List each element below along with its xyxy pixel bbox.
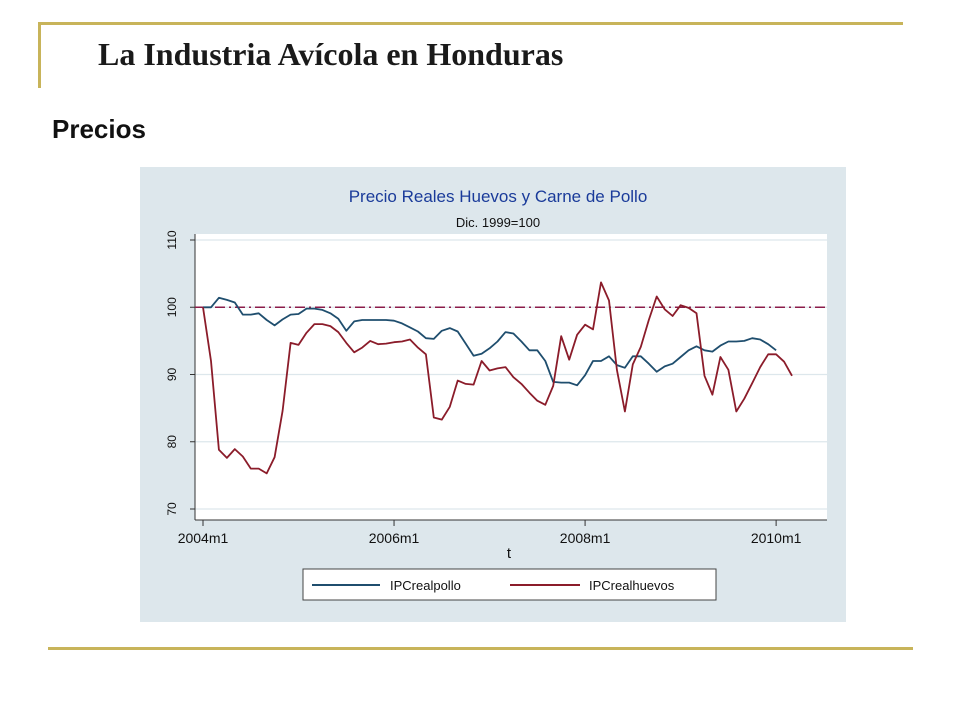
legend-label-pollo: IPCrealpollo	[390, 578, 461, 593]
series-line-ipcrealhuevos	[202, 281, 793, 475]
top-horizontal-rule	[38, 22, 903, 25]
slide-title: La Industria Avícola en Honduras	[98, 36, 564, 72]
plot-area	[195, 234, 827, 520]
series-line-ipcrealpollo	[203, 296, 777, 387]
x-tick-label: 2006m1	[369, 530, 420, 546]
y-tick-label: 80	[165, 435, 179, 449]
chart-container: Precio Reales Huevos y Carne de Pollo Di…	[140, 167, 846, 622]
x-tick-label: 2004m1	[178, 530, 229, 546]
chart-subtitle: Dic. 1999=100	[456, 215, 540, 230]
y-tick-label: 100	[165, 297, 179, 317]
y-tick-label: 90	[165, 368, 179, 382]
price-chart: Precio Reales Huevos y Carne de Pollo Di…	[140, 167, 846, 622]
x-tick-label: 2008m1	[560, 530, 611, 546]
x-axis-label: t	[507, 545, 512, 562]
y-tick-label: 70	[165, 502, 179, 516]
chart-title: Precio Reales Huevos y Carne de Pollo	[349, 187, 648, 206]
legend-label-huevos: IPCrealhuevos	[589, 578, 675, 593]
top-left-vertical-rule	[38, 22, 41, 88]
y-tick-label: 110	[165, 230, 179, 249]
slide-subtitle: Precios	[52, 114, 146, 144]
bottom-horizontal-rule	[48, 647, 913, 650]
chart-legend: IPCrealpollo IPCrealhuevos	[302, 568, 717, 601]
x-tick-label: 2010m1	[751, 530, 802, 546]
